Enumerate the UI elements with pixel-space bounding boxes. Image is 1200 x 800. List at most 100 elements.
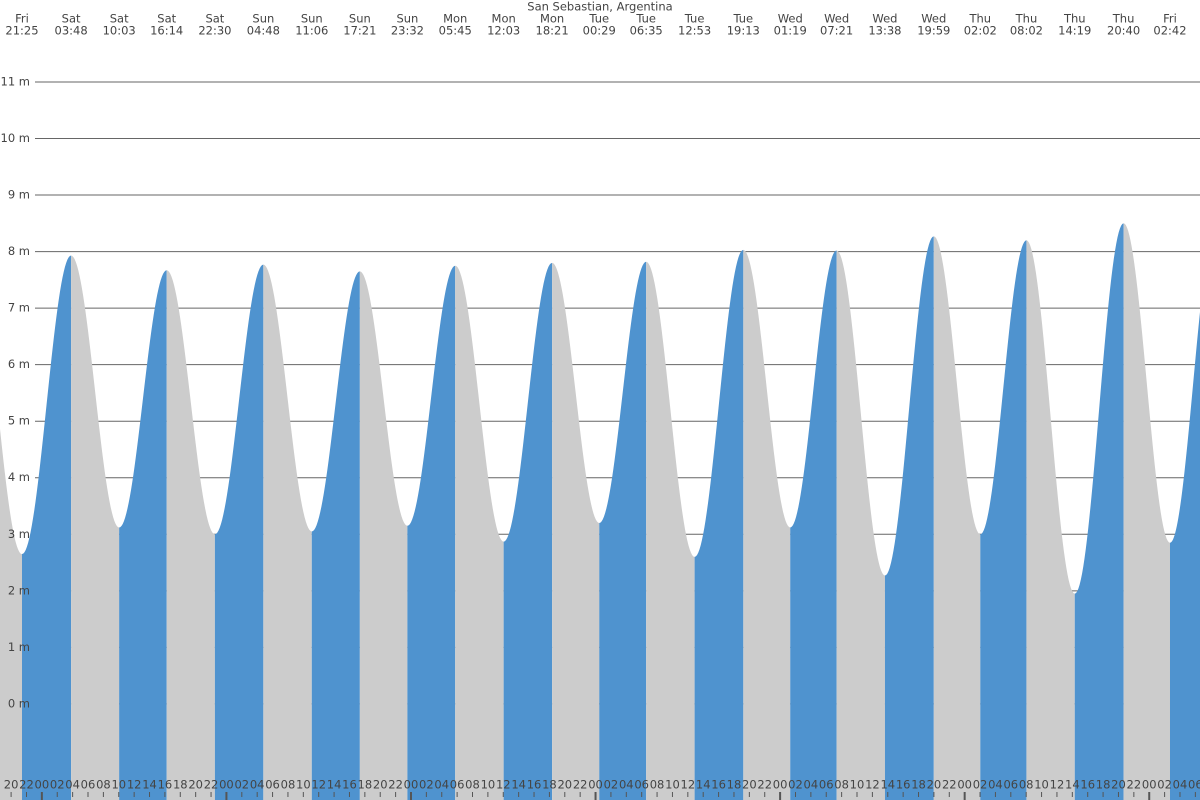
hour-label: 12: [127, 778, 142, 792]
hour-label: 12: [1050, 778, 1065, 792]
hour-label: 22: [757, 778, 772, 792]
hour-label: 12: [496, 778, 511, 792]
tide-segment: [1123, 223, 1170, 800]
extreme-time: 00:29: [583, 24, 616, 38]
y-tick-label: 2 m: [8, 583, 30, 597]
hour-label: 14: [1065, 778, 1080, 792]
extreme-day: Mon: [540, 12, 564, 26]
extreme-time: 14:19: [1058, 24, 1091, 38]
hour-label: 00: [1142, 778, 1157, 792]
hour-label: 10: [665, 778, 680, 792]
extreme-day: Sun: [252, 12, 274, 26]
extreme-time: 13:38: [868, 24, 901, 38]
hour-label: 02: [604, 778, 619, 792]
hour-label: 06: [265, 778, 280, 792]
extreme-day: Sat: [110, 12, 129, 26]
tide-segment: [646, 261, 695, 800]
extreme-time: 23:32: [391, 24, 424, 38]
extreme-time: 19:13: [727, 24, 760, 38]
extreme-day: Sun: [301, 12, 323, 26]
hour-label: 04: [250, 778, 265, 792]
tide-segment: [455, 265, 504, 800]
hour-label: 20: [373, 778, 388, 792]
hour-label: 00: [588, 778, 603, 792]
tide-segment: [119, 270, 167, 800]
extreme-time: 05:45: [439, 24, 472, 38]
extreme-time: 02:42: [1153, 24, 1186, 38]
extreme-time: 03:48: [55, 24, 88, 38]
extreme-day: Thu: [1063, 12, 1086, 26]
hour-label: 20: [4, 778, 19, 792]
tide-segment: [407, 265, 456, 800]
extreme-day: Tue: [635, 12, 656, 26]
tide-segment: [933, 236, 981, 800]
extreme-day: Mon: [443, 12, 467, 26]
extreme-day: Fri: [15, 12, 29, 26]
hour-label: 22: [1127, 778, 1142, 792]
y-tick-label: 9 m: [8, 188, 30, 202]
hour-label: 04: [65, 778, 80, 792]
tide-segment: [1026, 240, 1075, 800]
y-tick-label: 4 m: [8, 470, 30, 484]
extreme-day: Tue: [684, 12, 705, 26]
hour-label: 00: [219, 778, 234, 792]
extreme-day: Tue: [732, 12, 753, 26]
tide-segment: [836, 250, 885, 800]
extreme-day: Tue: [588, 12, 609, 26]
extreme-day: Mon: [492, 12, 516, 26]
hour-label: 08: [96, 778, 111, 792]
y-tick-label: 1 m: [8, 640, 30, 654]
hour-label: 16: [342, 778, 357, 792]
hour-label: 22: [204, 778, 219, 792]
tide-segment: [214, 264, 264, 800]
hour-label: 00: [957, 778, 972, 792]
hour-label: 20: [927, 778, 942, 792]
y-tick-label: 11 m: [1, 74, 31, 88]
hour-label: 10: [296, 778, 311, 792]
extreme-day: Wed: [824, 12, 849, 26]
hour-label: 06: [450, 778, 465, 792]
hour-label: 08: [465, 778, 480, 792]
hour-label: 12: [865, 778, 880, 792]
hour-label: 00: [404, 778, 419, 792]
hour-label: 14: [511, 778, 526, 792]
hour-label: 10: [1034, 778, 1049, 792]
labels: 0 m 1 m 2 m 3 m 4 m 5 m 6 m 7 m 8 m 9 m 10 m 11 m Fr…: [1, 12, 1200, 800]
hour-label: 22: [942, 778, 957, 792]
hour-label: 02: [788, 778, 803, 792]
tide-segment: [0, 429, 22, 800]
extreme-time: 11:06: [295, 24, 328, 38]
extreme-time: 08:02: [1010, 24, 1043, 38]
hour-label: 02: [419, 778, 434, 792]
hour-label: 22: [19, 778, 34, 792]
tide-segment: [263, 264, 312, 800]
tide-segment: [22, 255, 72, 800]
extreme-day: Fri: [1163, 12, 1177, 26]
hour-label: 02: [234, 778, 249, 792]
hour-label: 16: [896, 778, 911, 792]
extreme-time: 19:59: [917, 24, 950, 38]
tide-segment: [694, 249, 744, 800]
hour-label: 02: [973, 778, 988, 792]
extreme-time: 18:21: [536, 24, 569, 38]
y-tick-label: 10 m: [1, 131, 31, 145]
extreme-time: 20:40: [1107, 24, 1140, 38]
extreme-time: 12:53: [678, 24, 711, 38]
hour-label: 14: [142, 778, 157, 792]
tide-segment: [743, 249, 791, 800]
y-tick-label: 7 m: [8, 301, 30, 315]
extreme-day: Sat: [205, 12, 224, 26]
hour-label: 06: [81, 778, 96, 792]
hour-label: 00: [35, 778, 50, 792]
extreme-time: 16:14: [150, 24, 183, 38]
hour-label: 20: [188, 778, 203, 792]
extreme-day: Sun: [396, 12, 418, 26]
y-tick-label: 3 m: [8, 527, 30, 541]
extreme-day: Wed: [872, 12, 897, 26]
hour-label: 18: [542, 778, 557, 792]
extreme-time: 07:21: [820, 24, 853, 38]
hour-label: 02: [1157, 778, 1172, 792]
tide-segment: [599, 261, 647, 800]
